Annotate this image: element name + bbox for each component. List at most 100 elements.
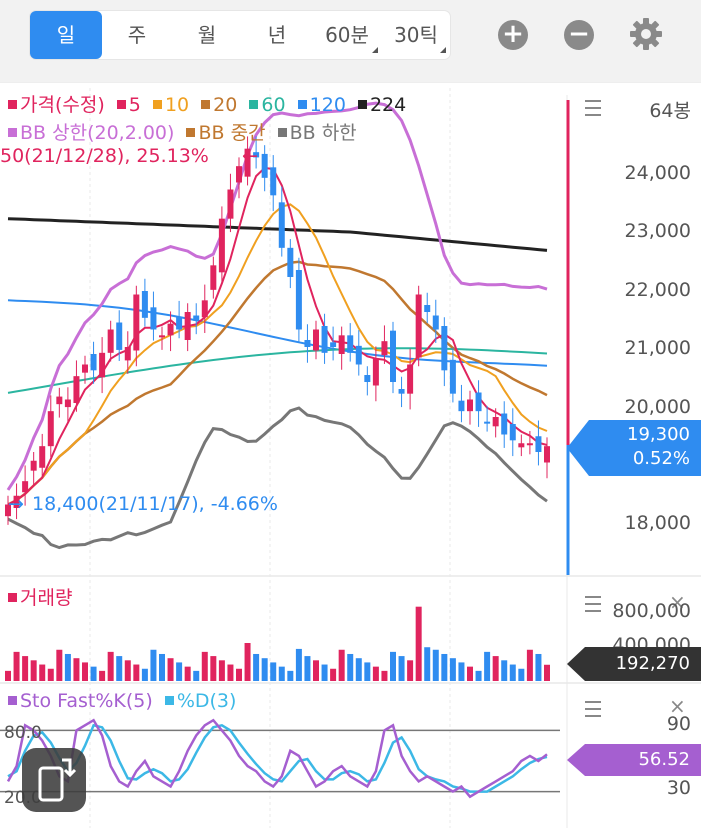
volume-close-icon[interactable]: × bbox=[669, 590, 686, 614]
candle-body bbox=[133, 294, 140, 351]
top-toolbar: 일 주 월 년 60분 30틱 + − bbox=[0, 0, 701, 82]
volume-bar bbox=[355, 658, 362, 681]
settings-gear-icon[interactable] bbox=[628, 16, 664, 52]
candle-body bbox=[390, 330, 396, 382]
volume-bar bbox=[501, 660, 508, 681]
legend-ma120: 120 bbox=[297, 94, 346, 116]
candle-body bbox=[141, 291, 148, 318]
volume-bar bbox=[518, 668, 525, 681]
volume-bar bbox=[39, 664, 46, 681]
volume-bar bbox=[244, 643, 251, 681]
high-price-annotation: 50(21/12/28), 25.13% bbox=[0, 145, 209, 167]
legend-swatch bbox=[277, 128, 287, 137]
stoch-close-icon[interactable]: × bbox=[669, 694, 686, 718]
legend-swatch bbox=[8, 128, 17, 137]
candle-body bbox=[381, 341, 388, 356]
volume-bar bbox=[321, 664, 328, 681]
candle-body bbox=[159, 335, 165, 338]
volume-bar bbox=[82, 662, 88, 681]
zoom-in-button[interactable]: + bbox=[498, 20, 528, 50]
volume-panel bbox=[5, 606, 550, 681]
dropdown-corner-icon bbox=[372, 47, 378, 53]
legend-bb-upper: BB 상한(20,2.00) bbox=[8, 122, 174, 144]
volume-bar bbox=[526, 649, 533, 681]
candle-body bbox=[287, 247, 294, 277]
candle-body bbox=[475, 392, 482, 412]
legend-label: 거래량 bbox=[20, 587, 73, 609]
candle-body bbox=[116, 322, 123, 350]
tab-month[interactable]: 월 bbox=[197, 23, 217, 47]
tab-60min-label: 60분 bbox=[325, 23, 369, 47]
legend-swatch bbox=[8, 696, 17, 705]
low-arrow-icon: → bbox=[8, 493, 24, 515]
volume-bar bbox=[475, 670, 482, 681]
volume-bar bbox=[304, 656, 311, 681]
candle-body bbox=[535, 436, 542, 452]
current-volume-tag: 192,270 bbox=[615, 653, 690, 674]
stock-chart[interactable] bbox=[0, 82, 701, 828]
tab-60min[interactable]: 60분 bbox=[312, 11, 382, 59]
legend-swatch bbox=[249, 100, 259, 109]
volume-bar bbox=[184, 666, 191, 681]
price-legend-row1: 가격(수정) 5 10 20 60 120 224 bbox=[8, 90, 412, 117]
volume-bar bbox=[47, 668, 54, 681]
legend-swatch bbox=[116, 100, 126, 109]
dropdown-corner-icon bbox=[440, 47, 446, 53]
tab-week[interactable]: 주 bbox=[127, 23, 147, 47]
volume-bar bbox=[227, 664, 234, 681]
tab-day[interactable]: 일 bbox=[30, 11, 102, 59]
candle-body bbox=[338, 335, 345, 354]
candle-body bbox=[441, 326, 448, 371]
volume-bar bbox=[141, 668, 148, 681]
legend-ma60: 60 bbox=[249, 94, 286, 116]
volume-bar bbox=[390, 651, 396, 681]
candle-body bbox=[90, 354, 97, 371]
volume-menu-icon[interactable] bbox=[585, 596, 601, 612]
legend-label: BB 중간 bbox=[198, 122, 266, 144]
zoom-out-button[interactable]: − bbox=[564, 20, 594, 50]
volume-tag-bg bbox=[567, 647, 701, 681]
y-tick-label: 20,000 bbox=[624, 396, 691, 418]
volume-bar bbox=[364, 662, 371, 681]
bb-lower-line bbox=[7, 406, 548, 550]
floating-window-button[interactable] bbox=[22, 748, 86, 812]
y-tick-label: 24,000 bbox=[624, 162, 691, 184]
volume-bar bbox=[492, 656, 499, 681]
tab-30tick[interactable]: 30틱 bbox=[382, 11, 450, 59]
candle-body bbox=[415, 294, 422, 358]
tab-year[interactable]: 년 bbox=[267, 23, 287, 47]
candle-body bbox=[449, 359, 456, 394]
legend-bb-lower: BB 하한 bbox=[277, 122, 357, 144]
candle-body bbox=[176, 316, 183, 330]
volume-bar bbox=[338, 649, 345, 681]
candle-body bbox=[210, 265, 217, 290]
volume-legend: 거래량 bbox=[8, 583, 72, 610]
volume-bar bbox=[5, 670, 11, 681]
legend-swatch bbox=[8, 593, 17, 602]
volume-bar bbox=[441, 653, 448, 681]
volume-bar bbox=[107, 651, 114, 681]
candle-body bbox=[304, 340, 311, 347]
stoch-menu-icon[interactable] bbox=[585, 701, 601, 717]
legend-label: %D(3) bbox=[176, 690, 237, 712]
candle-body bbox=[270, 167, 277, 196]
candle-body bbox=[218, 218, 225, 273]
legend-bb-middle: BB 중간 bbox=[186, 122, 266, 144]
volume-bar bbox=[381, 670, 388, 681]
candle-body bbox=[167, 323, 174, 336]
volume-bar bbox=[407, 660, 414, 681]
price-menu-icon[interactable] bbox=[585, 100, 601, 116]
volume-bar bbox=[467, 666, 473, 681]
volume-bar bbox=[253, 653, 260, 681]
candle-body bbox=[22, 481, 29, 493]
volume-bar bbox=[295, 648, 302, 681]
candle-body bbox=[227, 189, 234, 219]
candle-body bbox=[526, 443, 533, 446]
legend-swatch bbox=[186, 128, 196, 137]
legend-swatch bbox=[164, 696, 174, 705]
volume-bar bbox=[398, 656, 405, 681]
current-change-tag: 0.52% bbox=[632, 448, 690, 469]
y-tick-label: 800,000 bbox=[612, 600, 691, 622]
candle-body bbox=[518, 443, 525, 448]
stoch-level-80-label: 80.0 bbox=[4, 723, 42, 743]
